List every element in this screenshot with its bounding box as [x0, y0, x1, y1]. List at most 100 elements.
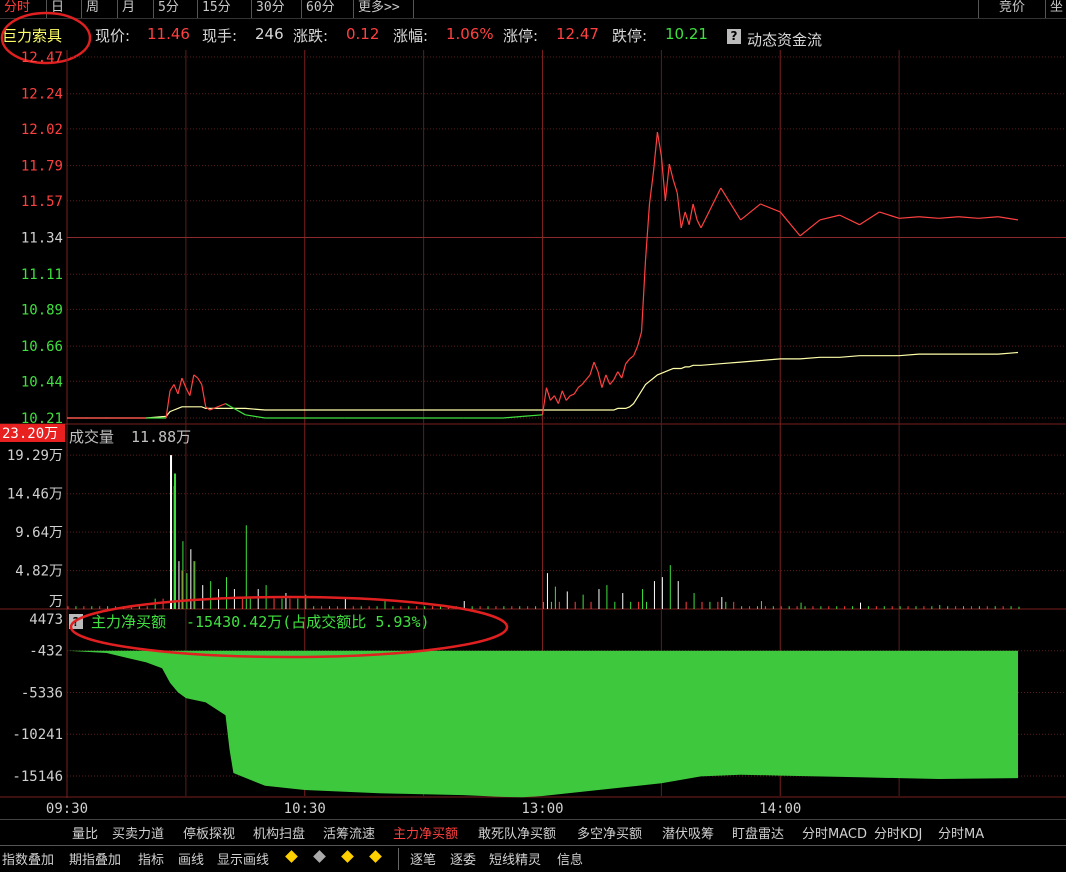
price-line-segment: [958, 216, 979, 219]
price-line-segment: [177, 377, 183, 395]
price-line-segment: [839, 214, 860, 226]
price-line-segment: [593, 361, 599, 372]
stock-name[interactable]: 巨力索具: [2, 27, 63, 45]
order-by-order-button[interactable]: 逐委: [450, 853, 477, 868]
tick-by-tick-button[interactable]: 逐笔: [410, 853, 437, 868]
average-price-line: [67, 351, 1019, 419]
tab-day[interactable]: 日: [47, 0, 82, 18]
fund-flow-link[interactable]: 动态资金流: [747, 31, 823, 49]
limit-up-value: 12.47: [556, 25, 599, 43]
price-line-segment: [613, 371, 619, 380]
diamond-icon-2[interactable]: [313, 850, 326, 863]
price-line-segment: [633, 345, 639, 356]
tab-5min[interactable]: 5分: [154, 0, 198, 18]
price-tick-label: 10.66: [21, 339, 63, 355]
price-line-segment: [660, 155, 666, 201]
tab-15min[interactable]: 15分: [198, 0, 252, 18]
price-line-segment: [193, 374, 199, 379]
indicator-button[interactable]: 指标: [138, 853, 165, 868]
indicator-tab-9[interactable]: 盯盘雷达: [732, 827, 785, 842]
price-line-segment: [589, 361, 595, 376]
price-line-segment: [668, 163, 674, 181]
price-line-segment: [541, 387, 548, 415]
volume-title: 成交量: [69, 428, 114, 446]
indicator-tab-7[interactable]: 多空净买额: [577, 827, 643, 842]
volume-tick-label: 14.46万: [7, 487, 63, 503]
price-line-segment: [225, 403, 246, 416]
bottom-toolbar: 指数叠加 期指叠加 指标 画线 显示画线 逐笔 逐委 短线精灵 信息: [0, 845, 1066, 872]
index-overlay-button[interactable]: 指数叠加: [2, 853, 55, 868]
tab-more[interactable]: 更多>>: [354, 0, 414, 18]
netbuy-tick-label: -5336: [21, 685, 63, 701]
indicator-tab-12[interactable]: 分时MA: [938, 827, 985, 842]
futures-overlay-button[interactable]: 期指叠加: [69, 853, 122, 868]
price-line-segment: [502, 415, 523, 419]
indicator-tab-5[interactable]: 主力净买额: [393, 827, 459, 842]
annotation-circle-name: [0, 11, 92, 65]
price-line-segment: [522, 414, 543, 418]
hand-label: 现手:: [202, 27, 238, 45]
indicator-tab-bar: 量比 买卖力道 停板探视 机构扫盘 活筹流速 主力净买额 敢死队净买额 多空净买额 潜伏吸筹 盯盘…: [0, 819, 1066, 844]
price-line-segment: [561, 390, 567, 401]
diamond-icon-3[interactable]: [341, 850, 354, 863]
price-line-segment: [581, 379, 587, 385]
indicator-tab-11[interactable]: 分时KDJ: [874, 827, 923, 842]
price-tick-label: 12.02: [21, 122, 63, 138]
draw-line-button[interactable]: 画线: [178, 853, 205, 868]
indicator-tab-6[interactable]: 敢死队净买额: [478, 827, 557, 842]
tab-auction[interactable]: 竞价: [978, 0, 1046, 18]
price-line-segment: [696, 219, 702, 229]
price-line-segment: [692, 203, 698, 221]
netbuy-value: -15430.42万(占成交额比 5.93%): [186, 613, 430, 631]
volume-max-badge: [0, 424, 65, 442]
indicator-tab-8[interactable]: 潜伏吸筹: [662, 827, 715, 842]
price-line-segment: [676, 192, 682, 228]
price-line-segment: [644, 203, 651, 260]
price-line-segment: [173, 384, 179, 395]
price-line-segment: [760, 203, 781, 213]
change-value: 0.12: [346, 25, 380, 43]
price-line-segment: [648, 171, 655, 205]
price-line-segment: [629, 355, 635, 360]
indicator-tab-3[interactable]: 机构扫盘: [253, 827, 306, 842]
indicator-tab-2[interactable]: 停板探视: [183, 827, 236, 842]
price-line-segment: [617, 371, 623, 379]
indicator-tab-0[interactable]: 量比: [72, 827, 99, 842]
price-line-segment: [169, 384, 175, 392]
tab-coord[interactable]: 坐: [1050, 0, 1064, 15]
help-icon[interactable]: ?: [727, 29, 741, 44]
indicator-tab-1[interactable]: 买卖力道: [112, 827, 165, 842]
price-line-segment: [688, 203, 694, 225]
diamond-icon-4[interactable]: [369, 850, 382, 863]
price-line-segment: [978, 216, 999, 219]
price-line-segment: [799, 219, 821, 237]
indicator-tab-10[interactable]: 分时MACD: [802, 827, 867, 842]
diamond-icon-1[interactable]: [285, 850, 298, 863]
info-button[interactable]: 信息: [557, 853, 584, 868]
price-label: 现价:: [95, 27, 131, 45]
price-line-segment: [998, 216, 1019, 221]
price-tick-label: 12.47: [21, 50, 63, 66]
tab-60min[interactable]: 60分: [302, 0, 354, 18]
tab-week[interactable]: 周: [82, 0, 118, 18]
netbuy-tick-label: 4473: [29, 612, 63, 628]
price-tick-label: 10.44: [21, 374, 63, 390]
tab-30min[interactable]: 30分: [252, 0, 302, 18]
time-tick-label: 13:00: [521, 801, 563, 817]
limit-down-label: 跌停:: [612, 27, 648, 45]
tab-intraday[interactable]: 分时: [0, 0, 47, 18]
hand-value: 246: [255, 25, 284, 43]
time-tick-label: 09:30: [46, 801, 88, 817]
price-line-segment: [899, 216, 919, 219]
price-line-segment: [859, 211, 880, 226]
volume-tick-label: 23.20万: [2, 426, 58, 442]
period-tab-bar: 分时 日 周 月 5分 15分 30分 60分 更多>> 竞价 坐: [0, 0, 1066, 19]
indicator-tab-4[interactable]: 活筹流速: [323, 827, 376, 842]
tab-month[interactable]: 月: [118, 0, 154, 18]
price-line-segment: [625, 358, 631, 365]
quote-info-bar: 巨力索具 现价: 11.46 现手: 246 涨跌: 0.12 涨幅: 1.06…: [0, 19, 1066, 53]
show-lines-button[interactable]: 显示画线: [217, 853, 270, 868]
price-line-segment: [672, 179, 678, 193]
short-term-sprite-button[interactable]: 短线精灵: [489, 853, 542, 868]
pct-value: 1.06%: [446, 25, 494, 43]
